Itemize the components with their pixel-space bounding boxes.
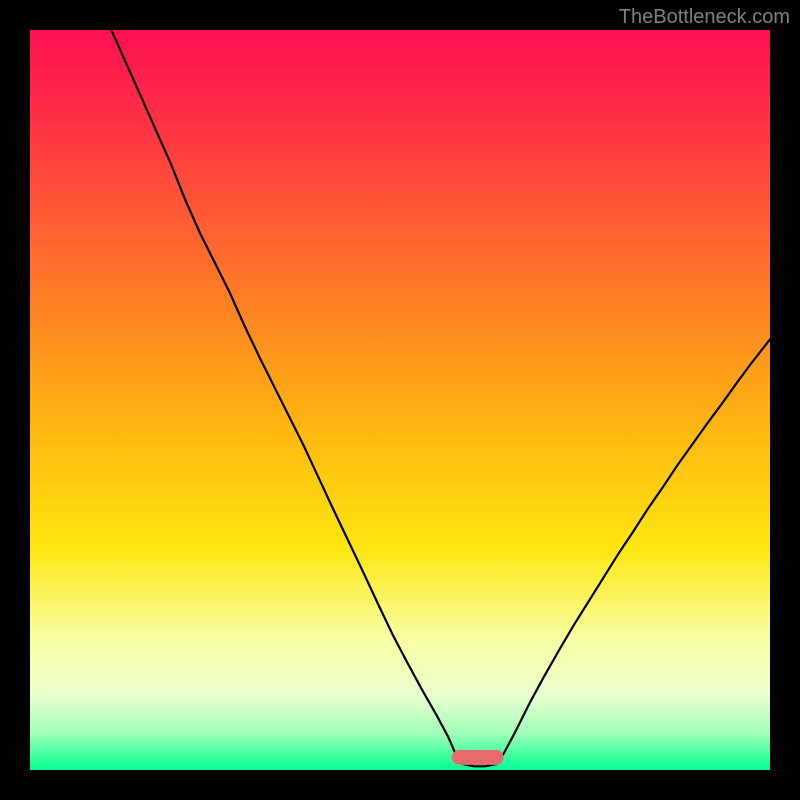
optimal-marker [452,750,504,765]
chart-container: TheBottleneck.com [0,0,800,800]
watermark-text: TheBottleneck.com [619,6,790,29]
bottleneck-chart [0,0,800,800]
plot-background [30,30,770,770]
